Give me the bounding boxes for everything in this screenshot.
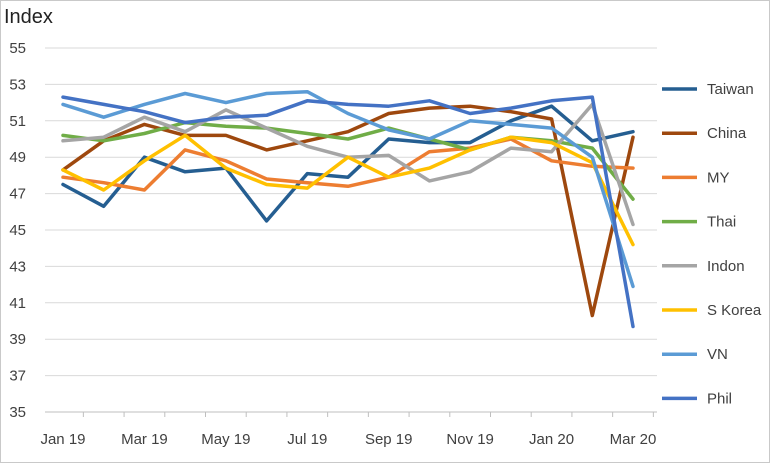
x-tick-label: Jan 20 xyxy=(529,431,574,448)
legend-label: Phil xyxy=(707,390,732,407)
y-tick-label: 45 xyxy=(9,222,26,239)
y-tick-label: 55 xyxy=(9,40,26,57)
legend-label: China xyxy=(707,125,747,142)
x-tick-label: Jul 19 xyxy=(287,431,327,448)
gridlines xyxy=(45,47,657,377)
x-tick-label: May 19 xyxy=(201,431,250,448)
axes: 35 37 39 41 43 45 47 49 51 53 55 Jan 19 Mar 19 May 19… xyxy=(9,40,657,448)
y-tick-label: 53 xyxy=(9,76,26,93)
series-line-s-korea xyxy=(61,133,635,247)
y-tick-label: 35 xyxy=(9,404,26,421)
y-tick-label: 43 xyxy=(9,258,26,275)
legend-label: VN xyxy=(707,346,728,363)
y-tick-label: 41 xyxy=(9,295,26,312)
y-axis-title: Index xyxy=(4,6,53,28)
legend-label: Thai xyxy=(707,214,736,231)
y-tick-label: 39 xyxy=(9,331,26,348)
series-line-vn xyxy=(61,89,635,289)
legend-label: Indon xyxy=(707,258,745,275)
y-tick-label: 47 xyxy=(9,186,26,203)
x-tick-label: Jan 19 xyxy=(40,431,85,448)
legend-label: Taiwan xyxy=(707,81,754,98)
series-line-indon xyxy=(61,102,635,227)
legend-label: MY xyxy=(707,169,730,186)
series-line-phil xyxy=(61,95,635,329)
x-tick-label: Mar 20 xyxy=(610,431,657,448)
series-line-taiwan xyxy=(61,104,635,223)
legend: Taiwan China MY Thai Indon S Korea VN Phil xyxy=(662,81,762,407)
series-line-my xyxy=(61,137,635,192)
legend-label: S Korea xyxy=(707,302,762,319)
y-tick-label: 51 xyxy=(9,113,26,130)
x-tick-label: Nov 19 xyxy=(446,431,494,448)
x-tick-label: Sep 19 xyxy=(365,431,413,448)
y-tick-label: 49 xyxy=(9,149,26,166)
x-tick-label: Mar 19 xyxy=(121,431,168,448)
y-tick-label: 37 xyxy=(9,368,26,385)
series-lines xyxy=(61,89,635,329)
